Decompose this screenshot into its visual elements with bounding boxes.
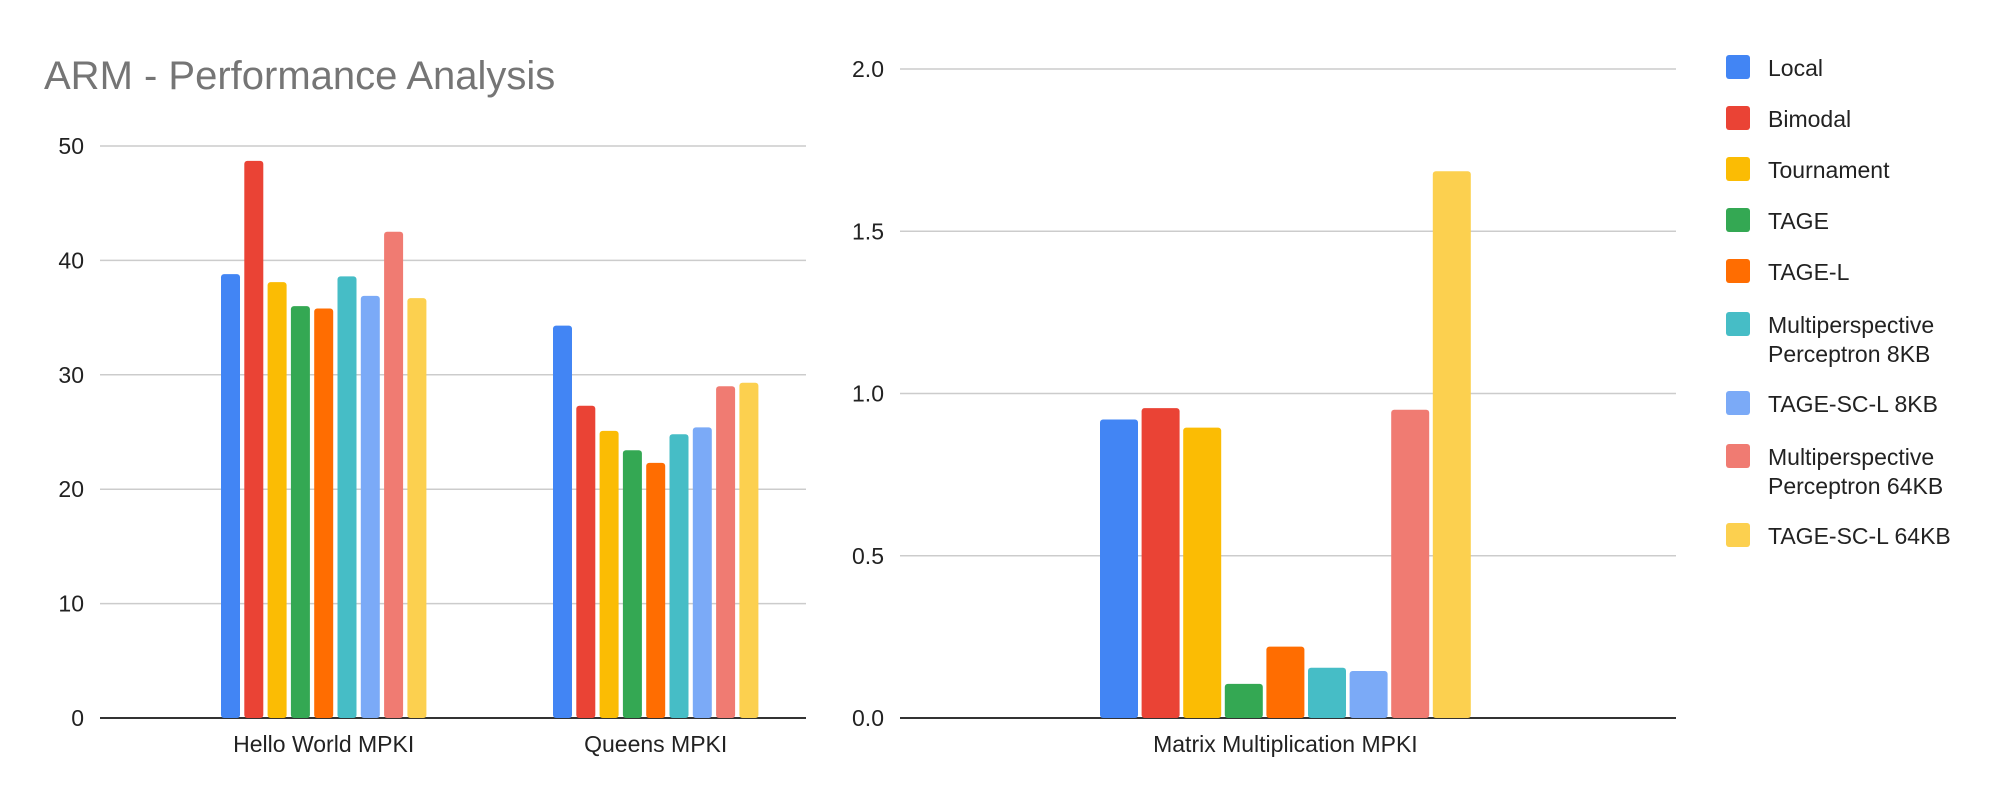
bar-hello-world-mpki-2 (244, 160, 264, 718)
x-category-label: Hello World MPKI (233, 731, 414, 757)
bar-matrix-multiplication-mpki-1 (1100, 419, 1138, 718)
legend-swatch (1726, 208, 1750, 232)
bar-matrix-multiplication-mpki-5 (1266, 646, 1305, 718)
y-tick-label: 0.5 (852, 543, 884, 569)
bar-matrix-multiplication-mpki-4 (1224, 683, 1263, 718)
bar-hello-world-mpki-8 (384, 231, 404, 719)
bar-hello-world-mpki-4 (290, 306, 310, 718)
legend-label: TAGE-L (1768, 259, 1850, 285)
bar-queens-mpki-4 (622, 450, 642, 718)
bar-hello-world-mpki-9 (407, 298, 427, 718)
legend-item: TAGE (1726, 207, 1829, 236)
legend-label: Tournament (1768, 157, 1890, 183)
bar-queens-mpki-5 (646, 462, 666, 718)
y-tick-label: 0.0 (852, 705, 884, 731)
legend-swatch (1726, 391, 1750, 415)
y-tick-label: 10 (58, 591, 84, 617)
bar-queens-mpki-8 (716, 386, 736, 718)
bar-queens-mpki-9 (739, 382, 759, 718)
y-tick-label: 30 (58, 362, 84, 388)
bar-queens-mpki-6 (669, 434, 689, 718)
bar-hello-world-mpki-1 (221, 274, 240, 718)
legend-swatch (1726, 523, 1750, 547)
y-tick-label: 0 (71, 705, 84, 731)
y-tick-label: 20 (58, 476, 84, 502)
y-tick-label: 2.0 (852, 56, 884, 82)
y-tick-label: 1.0 (852, 381, 884, 407)
legend-label: Bimodal (1768, 106, 1852, 132)
legend-item: TAGE-SC-L 8KB (1726, 390, 1938, 419)
bar-queens-mpki-1 (553, 325, 572, 718)
legend-item: TAGE-L (1726, 258, 1849, 287)
legend-swatch (1726, 259, 1750, 283)
legend-label: Multiperspective Perceptron 64KB (1768, 444, 1944, 499)
legend-item: Tournament (1726, 156, 1889, 185)
bar-hello-world-mpki-5 (314, 308, 334, 718)
legend-item: Local (1726, 54, 1823, 83)
legend-item: Multiperspective Perceptron 64KB (1726, 443, 1943, 501)
legend-label: TAGE (1768, 208, 1829, 234)
bar-queens-mpki-7 (692, 427, 712, 718)
bar-queens-mpki-3 (599, 430, 619, 718)
y-tick-label: 50 (58, 133, 84, 159)
legend-label: Multiperspective Perceptron 8KB (1768, 312, 1935, 367)
bar-hello-world-mpki-6 (337, 276, 357, 718)
bar-matrix-multiplication-mpki-8 (1391, 409, 1430, 718)
legend-swatch (1726, 106, 1750, 130)
chart-title: ARM - Performance Analysis (44, 54, 556, 98)
bar-matrix-multiplication-mpki-9 (1432, 171, 1471, 718)
legend-label: TAGE-SC-L 8KB (1768, 391, 1938, 417)
legend-label: TAGE-SC-L 64KB (1768, 523, 1951, 549)
bar-matrix-multiplication-mpki-2 (1141, 408, 1180, 718)
y-tick-label: 1.5 (852, 218, 884, 244)
legend-item: TAGE-SC-L 64KB (1726, 522, 1951, 551)
bar-matrix-multiplication-mpki-7 (1349, 670, 1388, 718)
bar-hello-world-mpki-3 (267, 282, 287, 718)
legend-swatch (1726, 157, 1750, 181)
bar-hello-world-mpki-7 (360, 295, 380, 718)
legend-label: Local (1768, 55, 1823, 81)
legend-swatch (1726, 312, 1750, 336)
bar-matrix-multiplication-mpki-3 (1183, 427, 1222, 718)
bar-queens-mpki-2 (576, 405, 596, 718)
x-category-label: Matrix Multiplication MPKI (1153, 731, 1418, 757)
legend-item: Bimodal (1726, 105, 1851, 134)
bar-matrix-multiplication-mpki-6 (1308, 667, 1346, 718)
legend-swatch (1726, 55, 1750, 79)
y-tick-label: 40 (58, 247, 84, 273)
legend-item: Multiperspective Perceptron 8KB (1726, 311, 1934, 369)
legend-swatch (1726, 444, 1750, 468)
x-category-label: Queens MPKI (584, 731, 727, 757)
